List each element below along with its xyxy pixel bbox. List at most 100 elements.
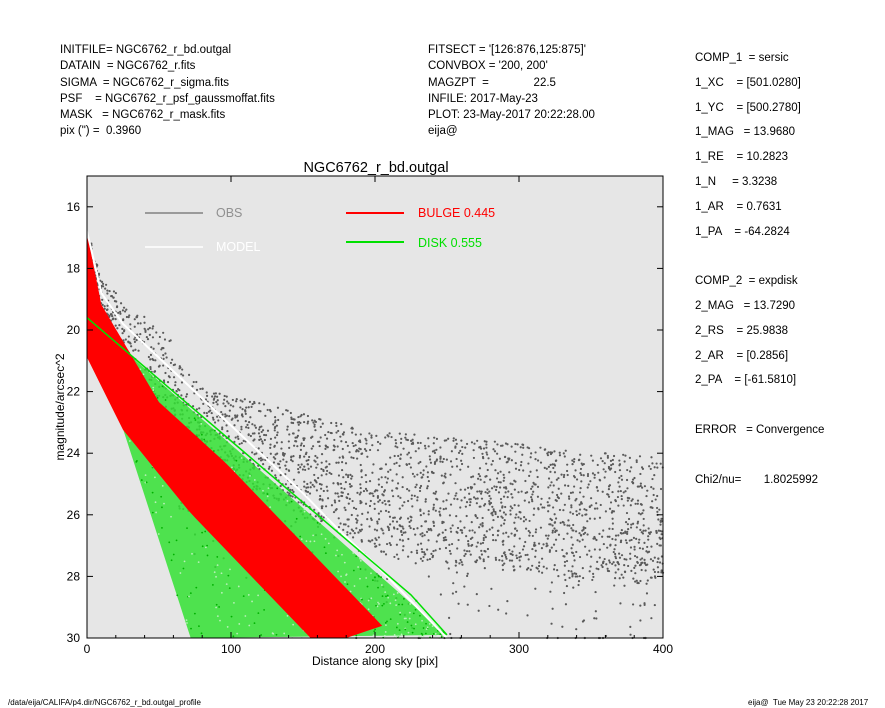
- obs-point: [601, 490, 604, 493]
- obs-point: [474, 560, 477, 563]
- obs-point: [382, 532, 385, 535]
- obs-point: [533, 544, 536, 547]
- disk-point: [253, 479, 256, 481]
- obs-point: [465, 514, 468, 518]
- obs-point: [567, 569, 570, 573]
- obs-point: [461, 563, 464, 566]
- obs-point: [652, 487, 655, 490]
- disk-point: [359, 577, 361, 580]
- obs-point: [384, 463, 388, 466]
- obs-point: [545, 467, 548, 470]
- obs-point: [581, 514, 584, 517]
- obs-point: [198, 407, 201, 410]
- obs-point: [618, 577, 621, 580]
- obs-point: [565, 584, 569, 588]
- obs-point: [480, 553, 484, 556]
- obs-point: [397, 557, 400, 560]
- obs-point: [601, 460, 604, 463]
- footer-path: /data/eija/CALIFA/p4.dir/NGC6762_r_bd.ou…: [8, 698, 202, 707]
- disk-point: [403, 597, 405, 600]
- obs-point: [479, 505, 482, 508]
- obs-point: [508, 559, 512, 562]
- obs-point: [479, 492, 483, 495]
- obs-point: [502, 552, 506, 555]
- obs-point: [376, 449, 380, 452]
- obs-point: [408, 462, 411, 466]
- obs-point: [406, 453, 409, 456]
- obs-point: [261, 442, 264, 445]
- obs-point: [505, 531, 508, 534]
- obs-point: [557, 487, 560, 490]
- disk-point: [361, 598, 363, 601]
- obs-point: [582, 526, 585, 529]
- obs-point: [274, 436, 277, 439]
- obs-point: [216, 395, 219, 398]
- obs-point: [303, 455, 306, 458]
- obs-point: [632, 522, 635, 525]
- obs-point: [401, 476, 404, 479]
- obs-point: [646, 579, 649, 582]
- disk-point: [156, 396, 159, 399]
- obs-point: [119, 310, 122, 313]
- legend-label-model: MODEL: [216, 240, 261, 254]
- obs-point: [408, 525, 411, 528]
- disk-point: [186, 527, 188, 530]
- disk-point: [424, 632, 427, 635]
- obs-point: [647, 531, 651, 534]
- obs-point: [449, 473, 452, 476]
- obs-point: [476, 541, 479, 544]
- obs-point: [397, 454, 400, 458]
- obs-point: [656, 566, 660, 569]
- disk-point: [179, 572, 182, 574]
- disk-point: [428, 622, 431, 625]
- obs-point: [535, 469, 538, 472]
- obs-point: [432, 524, 436, 527]
- header-left-line: MASK = NGC6762_r_mask.fits: [60, 109, 226, 122]
- disk-point: [405, 617, 407, 620]
- disk-point: [355, 634, 358, 637]
- obs-point: [570, 506, 573, 509]
- obs-point: [526, 491, 529, 494]
- obs-point: [396, 446, 399, 449]
- disk-point: [378, 575, 380, 578]
- obs-point: [502, 511, 506, 514]
- obs-point: [388, 503, 391, 507]
- obs-point: [595, 538, 598, 542]
- obs-point: [628, 497, 631, 500]
- obs-point: [503, 519, 506, 522]
- obs-point: [504, 553, 507, 556]
- obs-point: [136, 322, 140, 325]
- obs-point: [449, 632, 452, 636]
- obs-point: [302, 438, 305, 442]
- obs-point: [475, 502, 478, 505]
- obs-point: [549, 523, 552, 526]
- obs-point: [132, 349, 135, 352]
- disk-point: [366, 585, 369, 588]
- obs-point: [375, 538, 378, 542]
- obs-point: [350, 485, 353, 488]
- obs-point: [523, 499, 526, 502]
- obs-point: [257, 457, 261, 460]
- obs-point: [398, 464, 401, 467]
- obs-point: [447, 492, 450, 495]
- obs-point: [647, 535, 650, 538]
- obs-point: [130, 345, 133, 348]
- obs-point: [291, 460, 294, 463]
- obs-point: [607, 488, 611, 491]
- obs-point: [212, 392, 216, 395]
- obs-point: [424, 500, 427, 503]
- obs-point: [604, 470, 607, 473]
- obs-point: [658, 508, 661, 511]
- obs-point: [528, 531, 532, 534]
- obs-point: [145, 335, 148, 339]
- obs-point: [574, 499, 577, 502]
- obs-point: [348, 451, 351, 454]
- disk-point: [144, 474, 147, 477]
- obs-point: [122, 306, 126, 309]
- disk-point: [247, 594, 250, 596]
- obs-point: [355, 449, 358, 452]
- obs-point: [524, 527, 528, 530]
- obs-point: [636, 499, 640, 502]
- obs-point: [454, 438, 458, 441]
- obs-point: [577, 580, 581, 583]
